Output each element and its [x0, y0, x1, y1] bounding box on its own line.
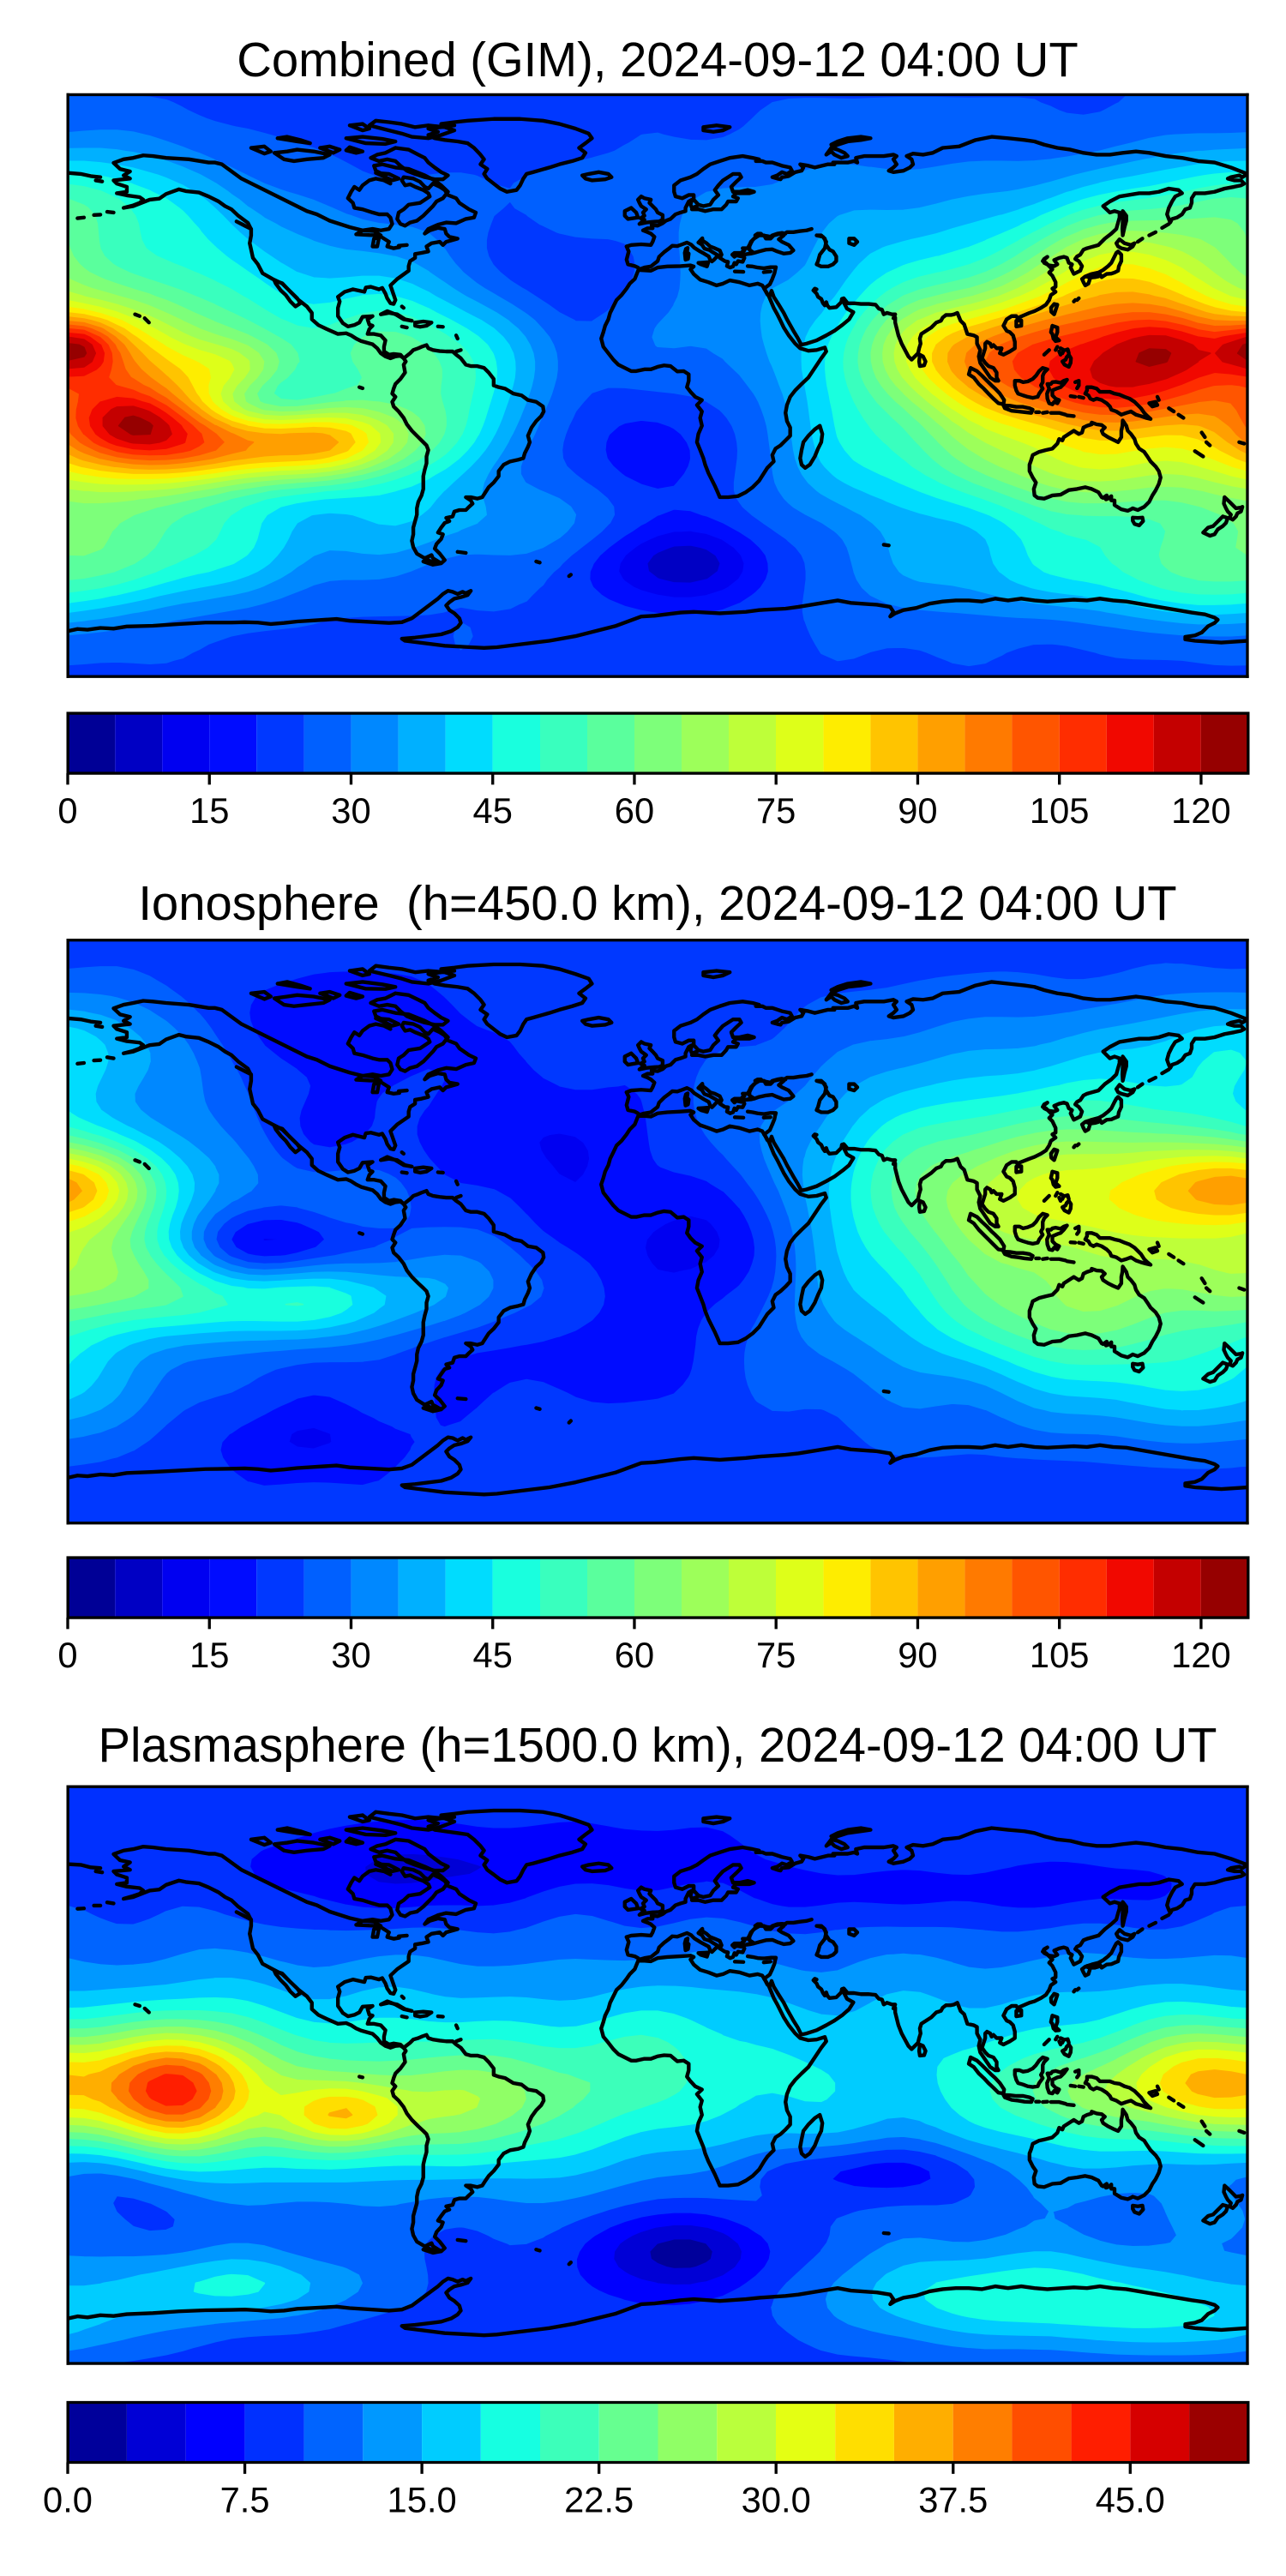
- svg-text:0: 0: [57, 1635, 77, 1675]
- svg-text:90: 90: [898, 1635, 937, 1675]
- svg-text:120: 120: [1171, 790, 1231, 831]
- svg-text:60: 60: [615, 790, 654, 831]
- svg-text:45: 45: [473, 790, 513, 831]
- svg-text:15.0: 15.0: [388, 2480, 457, 2520]
- svg-text:Plasmasphere (h=1500.0 km), 20: Plasmasphere (h=1500.0 km), 2024-09-12 0…: [98, 1718, 1217, 1772]
- svg-text:7.5: 7.5: [220, 2480, 270, 2520]
- svg-text:90: 90: [898, 790, 937, 831]
- svg-text:0.0: 0.0: [43, 2480, 93, 2520]
- svg-text:105: 105: [1030, 1635, 1090, 1675]
- svg-text:120: 120: [1171, 1635, 1231, 1675]
- svg-text:37.5: 37.5: [918, 2480, 988, 2520]
- svg-text:Ionosphere (h=450.0 km), 2024: Ionosphere (h=450.0 km), 2024-09-12 04:0…: [138, 876, 1176, 930]
- svg-text:Combined (GIM), 2024-09-12 04:: Combined (GIM), 2024-09-12 04:00 UT: [237, 33, 1078, 87]
- svg-text:15: 15: [189, 1635, 229, 1675]
- svg-text:60: 60: [615, 1635, 654, 1675]
- svg-text:30: 30: [331, 790, 370, 831]
- svg-text:0: 0: [57, 790, 77, 831]
- svg-text:30: 30: [331, 1635, 370, 1675]
- svg-text:75: 75: [756, 790, 796, 831]
- svg-text:75: 75: [756, 1635, 796, 1675]
- svg-text:15: 15: [189, 790, 229, 831]
- svg-text:22.5: 22.5: [564, 2480, 634, 2520]
- svg-text:45: 45: [473, 1635, 513, 1675]
- svg-text:105: 105: [1030, 790, 1090, 831]
- svg-text:30.0: 30.0: [742, 2480, 811, 2520]
- svg-text:45.0: 45.0: [1096, 2480, 1165, 2520]
